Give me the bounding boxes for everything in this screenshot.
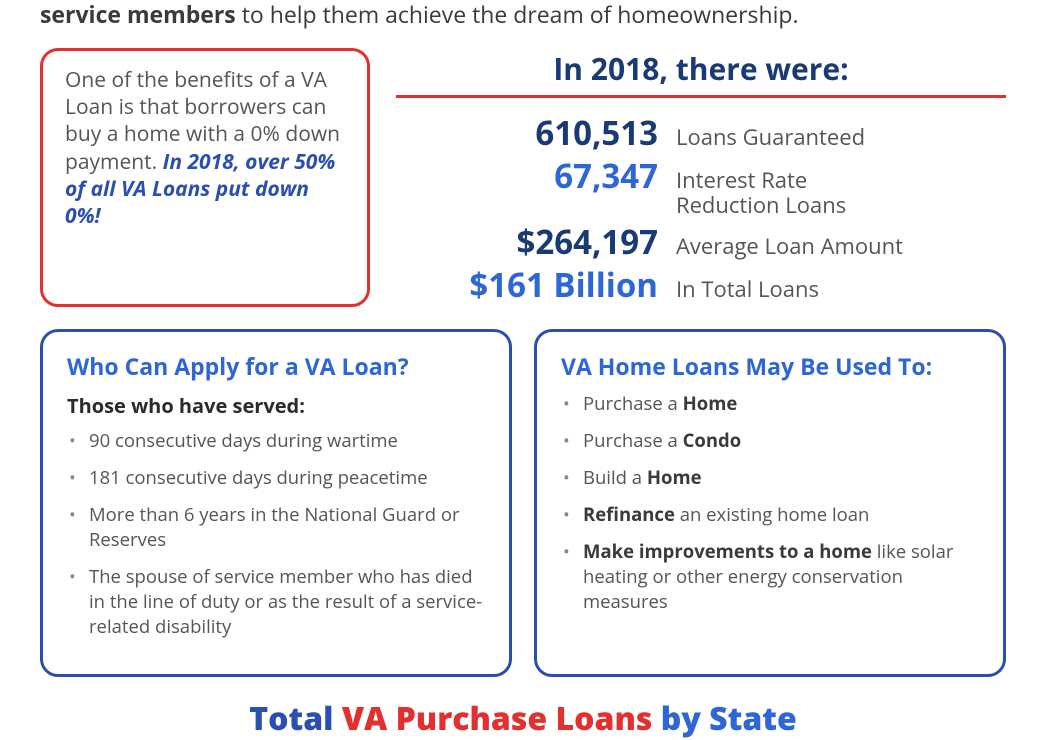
stats-block: In 2018, there were: 610,513Loans Guaran… xyxy=(396,48,1006,307)
stat-row: $161 BillionIn Total Loans xyxy=(396,264,1006,305)
list-item: The spouse of service member who has die… xyxy=(67,565,485,640)
intro-text: service members to help them achieve the… xyxy=(40,0,1006,30)
stat-row: 610,513Loans Guaranteed xyxy=(396,112,1006,153)
apply-card: Who Can Apply for a VA Loan? Those who h… xyxy=(40,329,512,677)
info-cards-row: Who Can Apply for a VA Loan? Those who h… xyxy=(40,329,1006,677)
stat-label: Loans Guaranteed xyxy=(676,125,865,150)
stats-title: In 2018, there were: xyxy=(396,48,1006,89)
intro-rest: to help them achieve the dream of homeow… xyxy=(236,0,799,30)
intro-bold: service members xyxy=(40,0,236,30)
uses-list: Purchase a Home Purchase a Condo Build a H… xyxy=(561,392,979,615)
stat-number: $161 Billion xyxy=(396,264,676,305)
stat-number: $264,197 xyxy=(396,221,676,262)
stats-underline xyxy=(396,95,1006,98)
stat-row: 67,347Interest RateReduction Loans xyxy=(396,155,1006,219)
stat-number: 610,513 xyxy=(396,112,676,153)
top-row: One of the benefits of a VA Loan is that… xyxy=(40,48,1006,307)
stat-row: $264,197Average Loan Amount xyxy=(396,221,1006,262)
stats-rows: 610,513Loans Guaranteed67,347Interest Ra… xyxy=(396,112,1006,305)
uses-card-title: VA Home Loans May Be Used To: xyxy=(561,350,979,382)
list-item: Purchase a Condo xyxy=(561,429,979,454)
footer-title: Total VA Purchase Loans by State xyxy=(40,697,1006,740)
stat-number: 67,347 xyxy=(396,155,676,196)
list-item: Refinance an existing home loan xyxy=(561,503,979,528)
list-item: 181 consecutive days during peacetime xyxy=(67,466,485,491)
list-item: Make improvements to a home like solar h… xyxy=(561,540,979,615)
stat-label: Average Loan Amount xyxy=(676,234,903,259)
uses-card: VA Home Loans May Be Used To: Purchase a… xyxy=(534,329,1006,677)
footer-seg-va: VA Purchase Loans xyxy=(342,697,661,740)
apply-list: 90 consecutive days during wartime 181 co… xyxy=(67,429,485,640)
list-item: 90 consecutive days during wartime xyxy=(67,429,485,454)
apply-card-title: Who Can Apply for a VA Loan? xyxy=(67,350,485,382)
apply-card-subhead: Those who have served: xyxy=(67,392,485,419)
list-item: Build a Home xyxy=(561,466,979,491)
footer-seg-total: Total xyxy=(249,697,342,740)
stat-label: In Total Loans xyxy=(676,277,819,302)
benefit-callout: One of the benefits of a VA Loan is that… xyxy=(40,48,370,307)
list-item: Purchase a Home xyxy=(561,392,979,417)
stat-label: Interest RateReduction Loans xyxy=(676,168,846,219)
list-item: More than 6 years in the National Guard … xyxy=(67,503,485,553)
footer-seg-state: by State xyxy=(661,697,797,740)
